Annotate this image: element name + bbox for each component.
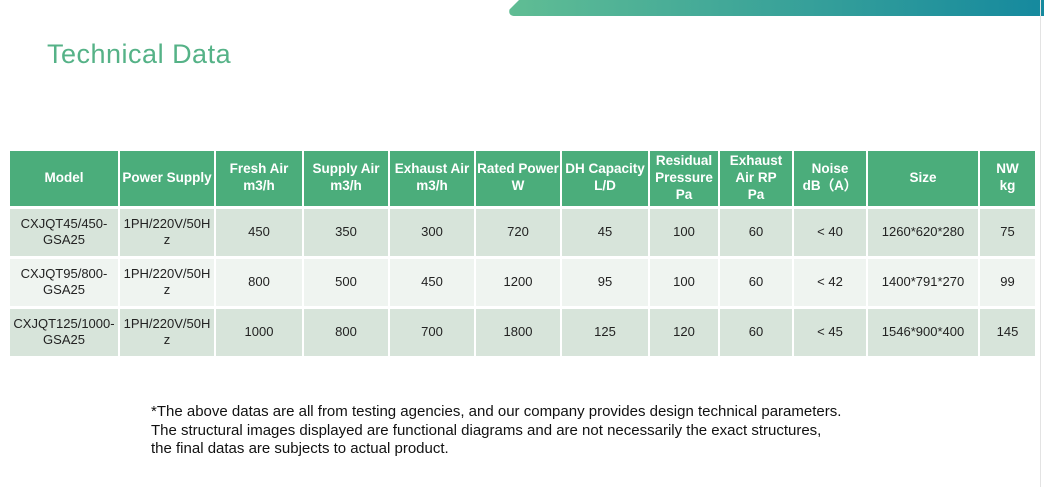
column-header-model: Model	[10, 151, 118, 206]
page-title: Technical Data	[47, 39, 232, 69]
cell-power-supply: 1PH/220V/50Hz	[120, 308, 214, 356]
column-header-supply-air: Supply Air m3/h	[304, 151, 388, 206]
column-header-nw: NW kg	[980, 151, 1035, 206]
column-header-exhaust-air-rp: Exhaust Air RP Pa	[720, 151, 792, 206]
cell-fresh-air: 800	[216, 258, 302, 306]
column-header-rated-power: Rated Power W	[476, 151, 560, 206]
cell-rated-power: 720	[476, 208, 560, 256]
cell-rated-power: 1800	[476, 308, 560, 356]
cell-exhaust-air: 300	[390, 208, 474, 256]
cell-fresh-air: 450	[216, 208, 302, 256]
cell-residual-pressure: 120	[650, 308, 718, 356]
cell-supply-air: 800	[304, 308, 388, 356]
column-header-power-supply: Power Supply	[120, 151, 214, 206]
cell-nw: 75	[980, 208, 1035, 256]
cell-fresh-air: 1000	[216, 308, 302, 356]
disclaimer-line: *The above datas are all from testing ag…	[151, 403, 842, 420]
cell-residual-pressure: 100	[650, 258, 718, 306]
column-header-fresh-air: Fresh Air m3/h	[216, 151, 302, 206]
disclaimer-line: The structural images displayed are func…	[151, 421, 822, 439]
table-row: CXJQT125/1000-GSA25 1PH/220V/50Hz 1000 8…	[10, 308, 1035, 356]
cell-size: 1546*900*400	[868, 308, 978, 356]
cell-dh-capacity: 125	[562, 308, 648, 356]
cell-model: CXJQT45/450-GSA25	[10, 208, 118, 256]
banner-gradient-shape	[509, 0, 1044, 16]
column-header-exhaust-air: Exhaust Air m3/h	[390, 151, 474, 206]
cell-size: 1260*620*280	[868, 208, 978, 256]
cell-residual-pressure: 100	[650, 208, 718, 256]
column-header-size: Size	[868, 151, 978, 206]
cell-power-supply: 1PH/220V/50Hz	[120, 258, 214, 306]
technical-data-table: Model Power Supply Fresh Air m3/h Supply…	[8, 148, 1037, 359]
cell-nw: 145	[980, 308, 1035, 356]
table-header-row: Model Power Supply Fresh Air m3/h Supply…	[10, 151, 1035, 206]
table-header: Model Power Supply Fresh Air m3/h Supply…	[10, 151, 1035, 206]
cell-model: CXJQT125/1000-GSA25	[10, 308, 118, 356]
cell-model: CXJQT95/800-GSA25	[10, 258, 118, 306]
column-header-noise: Noise dB（A）	[794, 151, 866, 206]
table-body: CXJQT45/450-GSA25 1PH/220V/50Hz 450 350 …	[10, 208, 1035, 356]
disclaimer-note: *The above datas are all from testing ag…	[151, 403, 841, 459]
cell-size: 1400*791*270	[868, 258, 978, 306]
table-row: CXJQT45/450-GSA25 1PH/220V/50Hz 450 350 …	[10, 208, 1035, 256]
cell-exhaust-air: 700	[390, 308, 474, 356]
column-header-residual-pressure: Residual Pressure Pa	[650, 151, 718, 206]
cell-exhaust-air-rp: 60	[720, 258, 792, 306]
disclaimer-line: the final datas are subjects to actual p…	[151, 440, 449, 457]
cell-nw: 99	[980, 258, 1035, 306]
cell-dh-capacity: 95	[562, 258, 648, 306]
cell-noise: < 42	[794, 258, 866, 306]
cell-noise: < 40	[794, 208, 866, 256]
slide-edge-divider	[1040, 0, 1041, 487]
cell-supply-air: 350	[304, 208, 388, 256]
cell-power-supply: 1PH/220V/50Hz	[120, 208, 214, 256]
column-header-dh-capacity: DH Capacity L/D	[562, 151, 648, 206]
cell-exhaust-air-rp: 60	[720, 308, 792, 356]
cell-exhaust-air-rp: 60	[720, 208, 792, 256]
cell-dh-capacity: 45	[562, 208, 648, 256]
cell-rated-power: 1200	[476, 258, 560, 306]
top-banner-decoration	[505, 0, 1044, 16]
table-row: CXJQT95/800-GSA25 1PH/220V/50Hz 800 500 …	[10, 258, 1035, 306]
cell-supply-air: 500	[304, 258, 388, 306]
cell-exhaust-air: 450	[390, 258, 474, 306]
cell-noise: < 45	[794, 308, 866, 356]
